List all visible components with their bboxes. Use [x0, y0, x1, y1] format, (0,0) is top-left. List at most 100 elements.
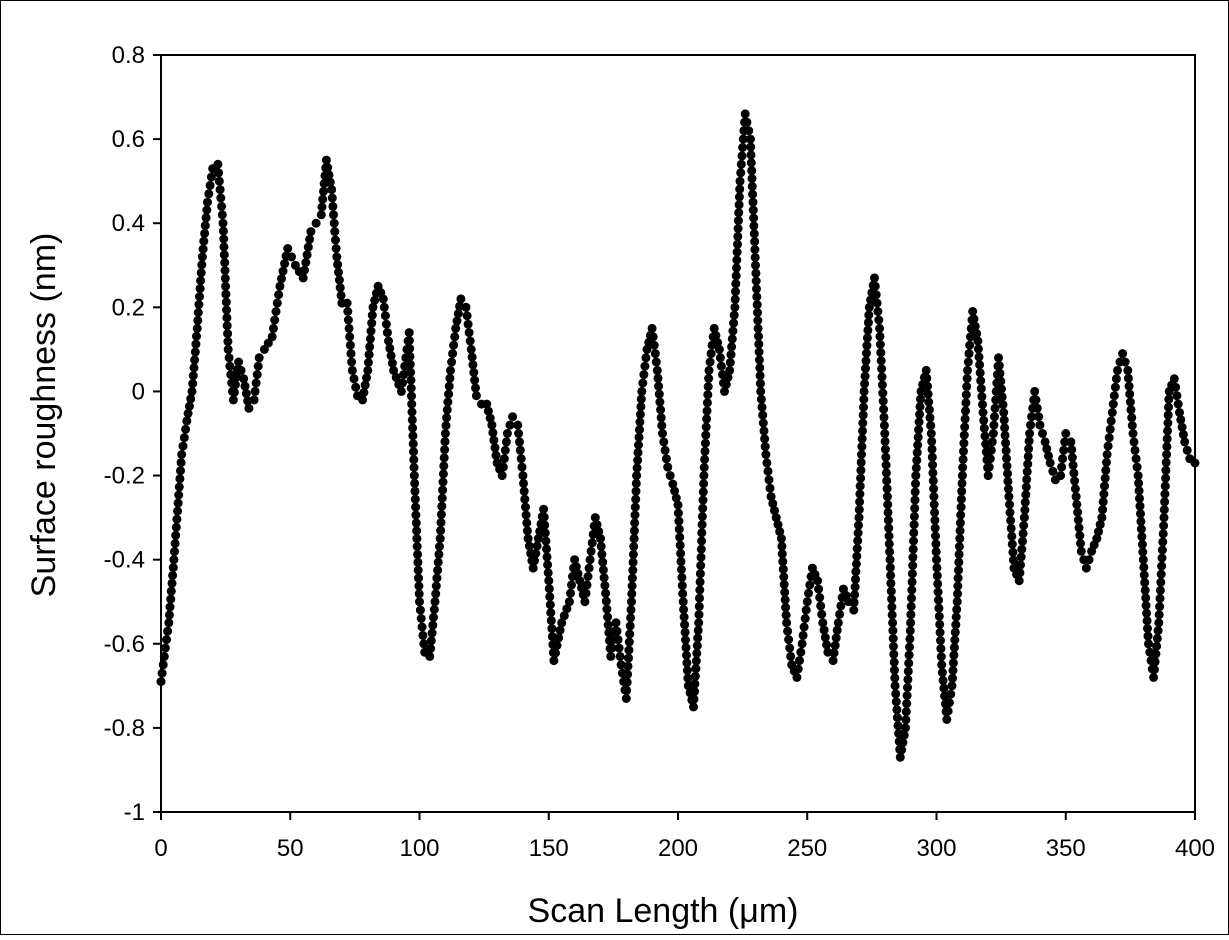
data-point	[499, 454, 509, 464]
data-point	[505, 420, 515, 430]
data-point	[924, 397, 934, 407]
data-point	[1024, 436, 1034, 446]
data-point	[854, 520, 863, 530]
data-point	[849, 597, 859, 607]
data-point	[1042, 444, 1052, 454]
data-point	[901, 715, 911, 725]
data-point	[899, 730, 909, 740]
data-point	[713, 337, 723, 347]
data-point	[980, 431, 990, 441]
data-point	[958, 463, 968, 472]
data-point	[347, 357, 357, 367]
data-point	[1142, 608, 1152, 618]
data-point	[793, 664, 803, 674]
data-point	[978, 408, 988, 417]
data-point	[910, 503, 920, 513]
data-point	[733, 231, 743, 241]
data-point	[1020, 497, 1030, 507]
data-point	[305, 234, 315, 244]
data-point	[878, 388, 888, 398]
y-tick-labels: 0.8 0.6 0.4 0.2 0 -0.2 -0.4 -0.6 -0.8 -1	[104, 42, 145, 826]
data-point	[1003, 469, 1012, 479]
data-point	[856, 473, 866, 483]
data-point	[998, 400, 1008, 410]
data-point	[1014, 576, 1024, 586]
data-point	[637, 386, 647, 396]
data-point	[196, 276, 206, 286]
data-point	[415, 605, 425, 615]
data-point	[1123, 373, 1133, 383]
data-point	[325, 177, 335, 187]
data-point	[801, 605, 811, 615]
data-point	[876, 348, 886, 358]
data-point	[1140, 585, 1150, 595]
data-point	[716, 361, 726, 371]
data-point	[407, 407, 417, 417]
data-point	[975, 360, 985, 370]
data-point	[907, 593, 916, 603]
data-point	[904, 658, 914, 668]
data-point	[360, 380, 370, 390]
data-point	[543, 560, 553, 570]
data-point	[850, 582, 860, 592]
data-point	[883, 500, 893, 509]
data-point	[160, 643, 170, 653]
data-point	[432, 573, 442, 583]
data-point	[663, 462, 673, 472]
data-point	[333, 260, 343, 270]
data-point	[406, 367, 416, 377]
data-point	[978, 400, 987, 409]
data-point	[952, 604, 962, 614]
data-point	[974, 352, 984, 362]
data-point	[631, 478, 641, 488]
data-point	[601, 588, 611, 598]
data-point	[438, 485, 448, 495]
data-point	[864, 310, 874, 320]
data-point	[813, 576, 823, 586]
data-point	[1009, 555, 1018, 565]
data-point	[1016, 552, 1026, 562]
data-point	[1069, 468, 1079, 478]
data-point	[1025, 429, 1035, 438]
data-point	[802, 597, 812, 607]
data-point	[410, 478, 420, 488]
data-point	[933, 579, 943, 589]
data-point	[1120, 357, 1130, 367]
data-point	[890, 681, 900, 691]
data-point	[654, 381, 664, 391]
data-point	[656, 413, 666, 423]
data-point	[546, 608, 556, 618]
data-point	[412, 534, 422, 544]
data-point	[683, 673, 693, 683]
data-point	[405, 351, 415, 361]
data-point	[908, 544, 918, 554]
data-point	[709, 323, 719, 333]
data-point	[909, 528, 919, 538]
data-point	[870, 281, 880, 291]
data-point	[956, 494, 966, 504]
data-point	[241, 389, 251, 398]
data-point	[1098, 505, 1108, 515]
data-point	[440, 445, 450, 455]
data-point	[543, 568, 553, 578]
data-point	[329, 210, 338, 220]
data-point	[219, 234, 229, 244]
data-point	[754, 347, 764, 357]
data-point	[1135, 494, 1144, 503]
data-point	[704, 365, 714, 375]
data-point	[1075, 531, 1085, 541]
data-point	[1129, 437, 1139, 447]
data-point	[1143, 631, 1153, 641]
data-point	[540, 520, 550, 530]
data-point	[695, 569, 705, 579]
data-point	[440, 429, 450, 438]
data-point	[740, 109, 750, 119]
data-point	[953, 589, 962, 599]
data-point	[244, 403, 254, 413]
data-point	[756, 386, 766, 396]
data-point	[213, 159, 223, 169]
data-point	[551, 648, 560, 658]
data-point	[752, 292, 762, 302]
data-point	[863, 318, 873, 328]
data-point	[988, 429, 998, 438]
